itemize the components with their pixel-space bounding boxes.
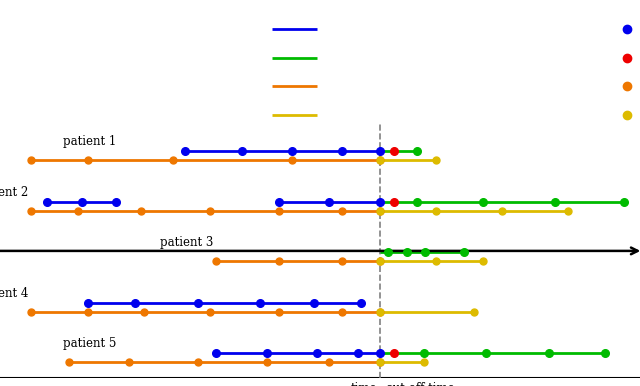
Text: patient 3: patient 3 xyxy=(160,236,213,249)
Text: patient 1: patient 1 xyxy=(63,135,116,149)
Text: patient 2: patient 2 xyxy=(0,186,28,199)
Text: cut-off time: cut-off time xyxy=(386,382,454,386)
Text: patient 5: patient 5 xyxy=(63,337,116,350)
Text: patient 4: patient 4 xyxy=(0,287,28,300)
Text: time: time xyxy=(351,382,377,386)
